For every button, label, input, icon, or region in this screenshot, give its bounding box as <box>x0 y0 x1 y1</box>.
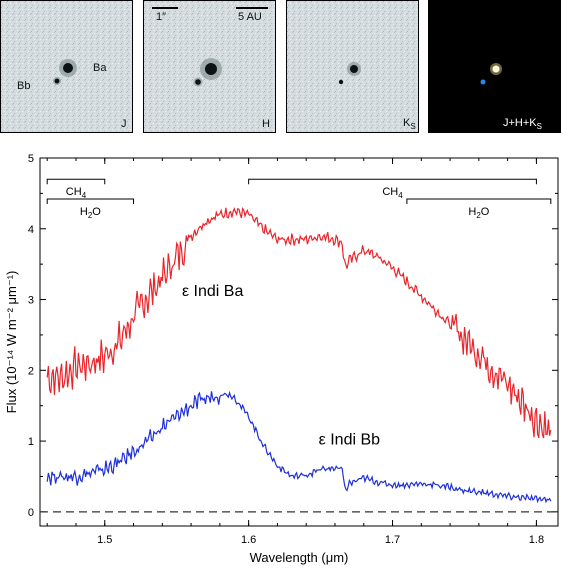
ba-label: Ba <box>93 62 107 74</box>
feature-label-1: H2O <box>80 206 101 220</box>
y-tick-label-2: 2 <box>28 365 34 377</box>
band-label-color: J+H+KS <box>503 117 542 132</box>
band-label-h: H <box>262 118 270 130</box>
series-line-1 <box>46 390 552 504</box>
feature-bracket-1 <box>46 198 135 205</box>
y-tick-label-5: 5 <box>28 153 34 165</box>
y-tick-label-4: 4 <box>28 224 34 236</box>
feature-bracket-3 <box>406 198 552 205</box>
feature-label-2: CH4 <box>382 186 403 200</box>
plot-frame <box>39 157 559 527</box>
feature-label-3: H2O <box>468 206 489 220</box>
series-label-0: ε Indi Ba <box>182 283 243 300</box>
y-axis-label: Flux (10⁻¹⁴ W m⁻² μm⁻¹) <box>4 271 19 414</box>
panel-j: Ba Bb J <box>0 0 133 133</box>
x-tick-label-1.8: 1.8 <box>529 534 544 546</box>
panel-h: 1″ 5 AU H <box>143 0 276 133</box>
panel-j-image <box>1 1 132 132</box>
spectrum-chart: 1.5 1.6 1.7 1.8 0 1 2 3 4 5 Wavelength (μm) Flux (1… <box>4 153 559 565</box>
series-label-1: ε Indi Bb <box>319 432 380 449</box>
bb-label: Bb <box>17 80 31 92</box>
series-line-0 <box>46 206 552 439</box>
y-tick-label-1: 1 <box>28 436 34 448</box>
panel-color-image <box>429 1 560 132</box>
feature-bracket-2 <box>248 178 537 185</box>
feature-label-0: CH4 <box>66 186 87 200</box>
band-label-j: J <box>121 118 127 130</box>
y-tick-label-3: 3 <box>28 295 34 307</box>
scalebar-au-label: 5 AU <box>238 11 262 23</box>
x-tick-label-1.6: 1.6 <box>241 534 256 546</box>
y-tick-label-0: 0 <box>28 507 34 519</box>
band-label-ks: KS <box>403 117 416 132</box>
scalebar-arcsec-label: 1″ <box>156 11 167 23</box>
panel-ks: KS <box>286 0 419 133</box>
panel-color: J+H+KS <box>428 0 561 133</box>
image-panels: Ba Bb J 1″ 5 AU H KS <box>0 0 562 138</box>
x-axis-label: Wavelength (μm) <box>250 550 349 565</box>
panel-ks-image <box>287 1 418 132</box>
feature-bracket-0 <box>46 178 106 185</box>
panel-h-image <box>144 1 275 132</box>
x-tick-label-1.5: 1.5 <box>97 534 112 546</box>
x-tick-label-1.7: 1.7 <box>385 534 400 546</box>
